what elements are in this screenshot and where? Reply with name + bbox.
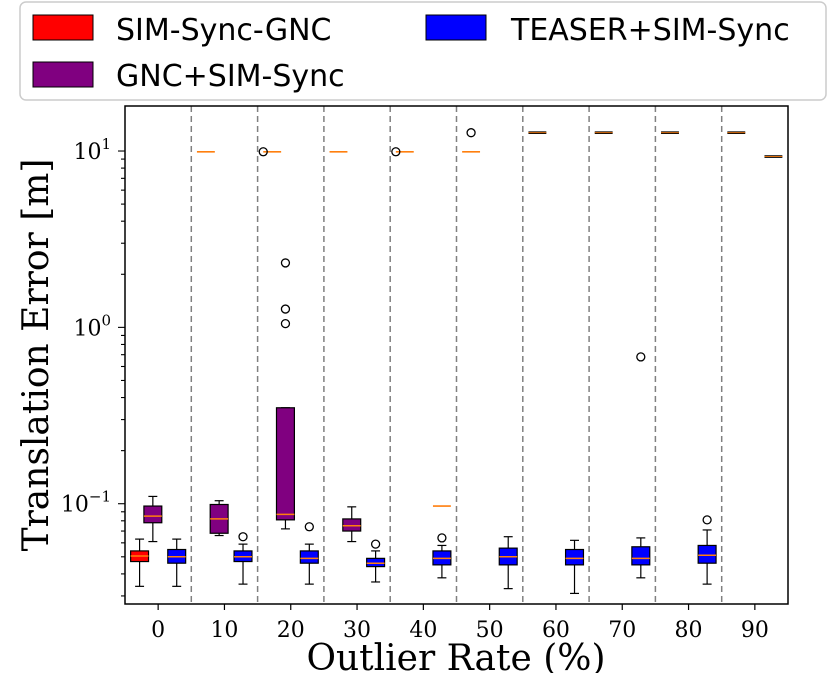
box-gnc-sim-sync <box>209 500 229 537</box>
x-tick-label: 20 <box>277 618 305 643</box>
box-body <box>631 546 651 566</box>
outlier-point <box>437 533 447 543</box>
legend-swatch-sim-sync-gnc <box>32 14 94 41</box>
box-gnc-sim-sync <box>342 506 362 543</box>
y-tick-label: 100 <box>73 311 111 341</box>
outlier-point <box>702 515 712 525</box>
box-teaser-sim-sync <box>697 515 717 585</box>
box-body <box>342 518 362 532</box>
flat-box <box>391 147 414 157</box>
outlier-point <box>636 352 646 362</box>
outlier-point <box>304 522 314 532</box>
x-tick-label: 70 <box>608 618 636 643</box>
legend-frame <box>19 1 827 101</box>
outlier-point <box>466 128 476 138</box>
flat-box <box>258 147 282 157</box>
box-teaser-sim-sync <box>432 533 452 579</box>
legend-label-gnc-sim-sync: GNC+SIM-Sync <box>116 59 345 94</box>
box-teaser-sim-sync <box>564 539 585 595</box>
y-axis-ticks: 10−1 100 101 <box>61 135 125 597</box>
box-teaser-sim-sync <box>167 538 187 587</box>
flat-box <box>462 128 481 153</box>
x-axis-ticks: 0 10 20 30 40 50 60 70 80 90 <box>151 604 769 643</box>
legend: SIM-Sync-GNC TEASER+SIM-Sync GNC+SIM-Syn… <box>19 1 827 101</box>
x-tick-label: 0 <box>151 618 165 643</box>
outlier-point <box>280 258 291 268</box>
box-teaser-sim-sync <box>299 522 319 585</box>
box-body <box>299 550 319 564</box>
legend-swatch-gnc-sim-sync <box>32 61 94 88</box>
x-tick-label: 10 <box>210 618 238 643</box>
legend-label-teaser-sim-sync: TEASER+SIM-Sync <box>510 13 790 48</box>
box-marks <box>130 128 783 595</box>
box-gnc-sim-sync <box>275 258 295 530</box>
box-body <box>275 407 295 521</box>
category-separators <box>190 106 723 604</box>
y-tick-label: 10−1 <box>61 488 111 518</box>
x-axis-title: Outlier Rate (%) <box>306 638 605 673</box>
box-body <box>564 548 585 566</box>
outlier-point <box>370 539 381 549</box>
outlier-point <box>238 532 248 542</box>
x-tick-label: 30 <box>343 618 371 643</box>
box-teaser-sim-sync <box>631 352 651 579</box>
outlier-point <box>258 147 268 157</box>
outlier-point <box>391 147 401 157</box>
x-tick-label: 40 <box>409 618 437 643</box>
box-sim-sync-gnc <box>130 538 150 587</box>
outlier-point <box>280 318 291 329</box>
box-body <box>697 544 717 564</box>
box-teaser-sim-sync <box>233 532 253 585</box>
x-tick-label: 60 <box>542 618 570 643</box>
outlier-point <box>280 304 291 314</box>
box-teaser-sim-sync <box>498 536 518 590</box>
legend-swatch-teaser-sim-sync <box>425 14 487 41</box>
legend-label-sim-sync-gnc: SIM-Sync-GNC <box>116 13 331 48</box>
x-tick-label: 80 <box>675 618 703 643</box>
box-teaser-sim-sync <box>366 539 386 583</box>
x-tick-label: 50 <box>476 618 504 643</box>
box-body <box>143 505 163 524</box>
box-gnc-sim-sync <box>143 495 163 543</box>
y-tick-label: 101 <box>73 135 111 165</box>
y-axis-title: Translation Error [m] <box>16 159 57 552</box>
x-tick-label: 90 <box>741 618 769 643</box>
